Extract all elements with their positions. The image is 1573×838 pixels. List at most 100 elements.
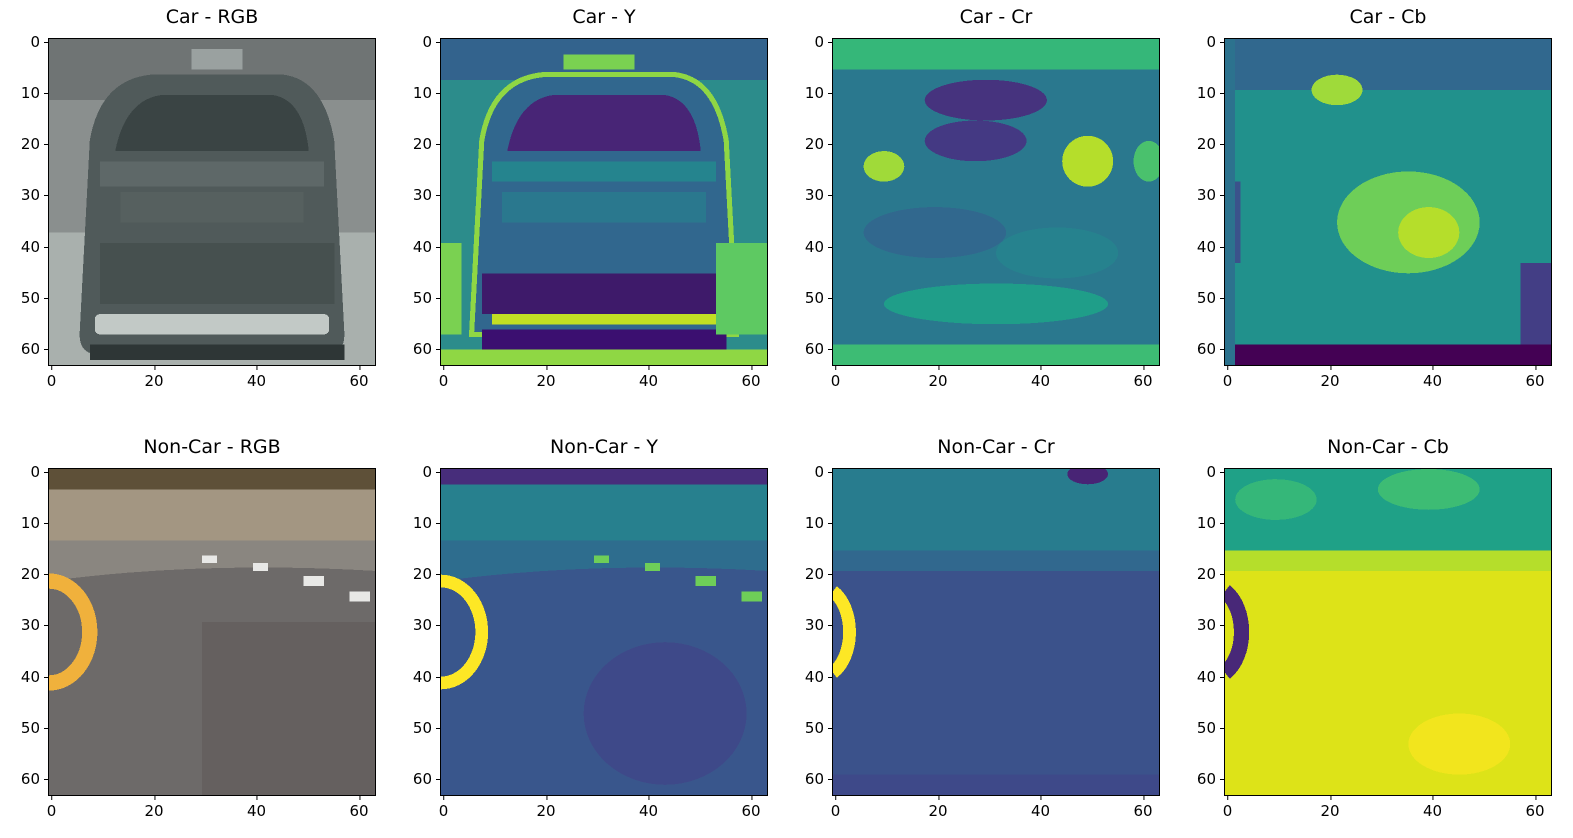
y-tick-label: 40 <box>1197 669 1226 685</box>
y-tick-label: 50 <box>1197 720 1226 736</box>
x-tick-label: 60 <box>350 365 369 389</box>
x-tick-label: 40 <box>1031 795 1050 819</box>
y-tick-label: 10 <box>805 85 834 101</box>
x-tick-label: 20 <box>929 795 948 819</box>
y-tick-label: 60 <box>805 771 834 787</box>
image-axes: 0 10 20 30 40 50 60 0 20 40 60 <box>413 464 768 819</box>
x-tick-label: 0 <box>47 795 56 819</box>
y-tick-label: 50 <box>805 720 834 736</box>
subplot-title: Non-Car - RGB <box>143 436 281 458</box>
y-tick-label: 20 <box>21 136 50 152</box>
y-tick-label: 30 <box>1197 187 1226 203</box>
y-tick-label: 0 <box>1206 464 1225 480</box>
x-tick-label: 0 <box>47 365 56 389</box>
y-tick-label: 40 <box>413 239 442 255</box>
y-tick-label: 60 <box>21 771 50 787</box>
x-tick-label: 60 <box>1526 795 1545 819</box>
subplot-title: Car - RGB <box>165 6 259 28</box>
subplot-car-cr: Car - Cr 0 10 20 30 40 50 60 0 20 40 60 <box>805 2 1160 389</box>
y-tick-label: 10 <box>21 515 50 531</box>
y-tick-label: 0 <box>422 34 441 50</box>
y-tick-label: 10 <box>413 85 442 101</box>
y-tick-label: 60 <box>413 771 442 787</box>
subplot-title: Car - Y <box>572 6 636 28</box>
y-tick-label: 0 <box>814 34 833 50</box>
subplot-car-rgb: Car - RGB 0 10 20 30 40 50 60 0 20 40 60 <box>21 2 376 389</box>
image-axes: 0 10 20 30 40 50 60 0 20 40 60 <box>1197 464 1552 819</box>
x-tick-label: 40 <box>1031 365 1050 389</box>
image-noncar-y <box>441 469 767 795</box>
subplot-title: Non-Car - Cr <box>937 436 1055 458</box>
y-tick-label: 30 <box>413 617 442 633</box>
image-car-rgb <box>49 39 375 365</box>
y-tick-label: 40 <box>805 239 834 255</box>
y-tick-label: 30 <box>805 617 834 633</box>
y-tick-label: 20 <box>805 136 834 152</box>
y-tick-label: 0 <box>1206 34 1225 50</box>
y-tick-label: 20 <box>413 566 442 582</box>
x-tick-label: 40 <box>1423 365 1442 389</box>
y-tick-label: 10 <box>805 515 834 531</box>
image-noncar-cb <box>1225 469 1551 795</box>
y-tick-label: 60 <box>1197 771 1226 787</box>
subplot-title: Car - Cb <box>1349 6 1427 28</box>
x-tick-label: 20 <box>1321 365 1340 389</box>
subplot-noncar-y: Non-Car - Y 0 10 20 30 40 50 60 0 20 40 60 <box>413 432 768 819</box>
y-tick-label: 50 <box>21 290 50 306</box>
y-tick-label: 10 <box>413 515 442 531</box>
y-tick-label: 20 <box>1197 566 1226 582</box>
image-car-cr <box>833 39 1159 365</box>
subplot-car-cb: Car - Cb 0 10 20 30 40 50 60 0 20 40 60 <box>1197 2 1552 389</box>
image-axes: 0 10 20 30 40 50 60 0 20 40 60 <box>805 464 1160 819</box>
x-tick-label: 20 <box>1321 795 1340 819</box>
y-tick-label: 50 <box>413 720 442 736</box>
y-tick-label: 30 <box>21 187 50 203</box>
subplot-title: Car - Cr <box>959 6 1033 28</box>
y-tick-label: 30 <box>413 187 442 203</box>
x-tick-label: 0 <box>831 795 840 819</box>
x-tick-label: 40 <box>247 795 266 819</box>
y-tick-label: 60 <box>21 341 50 357</box>
x-tick-label: 0 <box>1223 365 1232 389</box>
y-tick-label: 20 <box>805 566 834 582</box>
image-axes: 0 10 20 30 40 50 60 0 20 40 60 <box>805 34 1160 389</box>
y-tick-label: 30 <box>21 617 50 633</box>
y-tick-label: 20 <box>413 136 442 152</box>
image-axes: 0 10 20 30 40 50 60 0 20 40 60 <box>1197 34 1552 389</box>
image-axes: 0 10 20 30 40 50 60 0 20 40 60 <box>413 34 768 389</box>
x-tick-label: 40 <box>639 795 658 819</box>
y-tick-label: 30 <box>1197 617 1226 633</box>
x-tick-label: 20 <box>929 365 948 389</box>
subplot-noncar-cr: Non-Car - Cr 0 10 20 30 40 50 60 0 20 40 60 <box>805 432 1160 819</box>
y-tick-label: 40 <box>805 669 834 685</box>
x-tick-label: 60 <box>1134 365 1153 389</box>
y-tick-label: 40 <box>21 669 50 685</box>
y-tick-label: 0 <box>30 34 49 50</box>
subplot-title: Non-Car - Cb <box>1327 436 1449 458</box>
x-tick-label: 20 <box>145 365 164 389</box>
x-tick-label: 60 <box>350 795 369 819</box>
y-tick-label: 60 <box>1197 341 1226 357</box>
x-tick-label: 60 <box>1526 365 1545 389</box>
x-tick-label: 20 <box>537 795 556 819</box>
y-tick-label: 20 <box>21 566 50 582</box>
image-axes: 0 10 20 30 40 50 60 0 20 40 60 <box>21 464 376 819</box>
subplot-car-y: Car - Y 0 10 20 30 40 50 60 0 20 40 60 <box>413 2 768 389</box>
x-tick-label: 20 <box>145 795 164 819</box>
y-tick-label: 0 <box>422 464 441 480</box>
x-tick-label: 0 <box>439 795 448 819</box>
image-noncar-cr <box>833 469 1159 795</box>
y-tick-label: 60 <box>413 341 442 357</box>
y-tick-label: 40 <box>21 239 50 255</box>
y-tick-label: 50 <box>805 290 834 306</box>
subplot-noncar-rgb: Non-Car - RGB 0 10 20 30 40 50 60 0 20 40 60 <box>21 432 376 819</box>
image-noncar-rgb <box>49 469 375 795</box>
subplot-title: Non-Car - Y <box>550 436 658 458</box>
y-tick-label: 60 <box>805 341 834 357</box>
y-tick-label: 40 <box>1197 239 1226 255</box>
image-axes: 0 10 20 30 40 50 60 0 20 40 60 <box>21 34 376 389</box>
y-tick-label: 50 <box>413 290 442 306</box>
y-tick-label: 50 <box>21 720 50 736</box>
y-tick-label: 20 <box>1197 136 1226 152</box>
x-tick-label: 0 <box>439 365 448 389</box>
